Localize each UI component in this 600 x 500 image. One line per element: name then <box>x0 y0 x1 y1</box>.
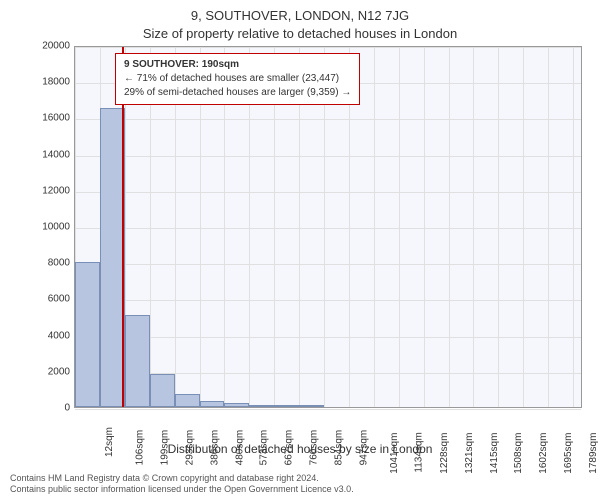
y-tick-label: 18000 <box>30 77 70 88</box>
y-tick-label: 20000 <box>30 41 70 52</box>
gridline-h <box>75 47 581 48</box>
gridline-v <box>424 47 425 407</box>
annotation-line1: 9 SOUTHOVER: 190sqm <box>124 58 351 72</box>
y-tick-label: 0 <box>30 403 70 414</box>
gridline-v <box>374 47 375 407</box>
gridline-h <box>75 300 581 301</box>
gridline-v <box>449 47 450 407</box>
gridline-v <box>523 47 524 407</box>
y-tick-label: 14000 <box>30 149 70 160</box>
gridline-h <box>75 409 581 410</box>
x-tick-label: 760sqm <box>309 430 320 466</box>
gridline-h <box>75 228 581 229</box>
x-tick-label: 1602sqm <box>538 433 549 474</box>
annotation-line3: 29% of semi-detached houses are larger (… <box>124 86 351 100</box>
y-tick-label: 2000 <box>30 366 70 377</box>
footer: Contains HM Land Registry data © Crown c… <box>10 473 590 496</box>
y-tick-label: 16000 <box>30 113 70 124</box>
x-tick-label: 199sqm <box>159 430 170 466</box>
chart-title-line1: 9, SOUTHOVER, LONDON, N12 7JG <box>0 8 600 23</box>
annotation-line2: ← 71% of detached houses are smaller (23… <box>124 72 351 86</box>
x-tick-label: 106sqm <box>135 430 146 466</box>
x-tick-label: 293sqm <box>184 430 195 466</box>
x-tick-label: 573sqm <box>259 430 270 466</box>
footer-line2: Contains public sector information licen… <box>10 484 590 496</box>
gridline-h <box>75 192 581 193</box>
histogram-bar <box>125 315 150 407</box>
gridline-v <box>498 47 499 407</box>
x-tick-label: 1508sqm <box>513 433 524 474</box>
histogram-bar <box>200 401 225 407</box>
x-tick-label: 1415sqm <box>489 433 500 474</box>
histogram-bar <box>150 374 175 407</box>
plot-area: 9 SOUTHOVER: 190sqm ← 71% of detached ho… <box>74 46 582 408</box>
gridline-h <box>75 156 581 157</box>
histogram-bar <box>274 405 299 407</box>
gridline-h <box>75 264 581 265</box>
y-tick-label: 12000 <box>30 185 70 196</box>
x-axis-label: Distribution of detached houses by size … <box>0 442 600 456</box>
x-tick-label: 12sqm <box>104 427 115 457</box>
x-tick-label: 947sqm <box>359 430 370 466</box>
gridline-v <box>473 47 474 407</box>
histogram-bar <box>175 394 200 407</box>
x-tick-label: 1695sqm <box>563 433 574 474</box>
annotation-box: 9 SOUTHOVER: 190sqm ← 71% of detached ho… <box>115 53 360 105</box>
x-tick-label: 386sqm <box>209 430 220 466</box>
y-tick-label: 4000 <box>30 330 70 341</box>
gridline-h <box>75 337 581 338</box>
y-tick-label: 10000 <box>30 222 70 233</box>
footer-line1: Contains HM Land Registry data © Crown c… <box>10 473 590 485</box>
x-tick-label: 854sqm <box>334 430 345 466</box>
y-tick-label: 8000 <box>30 258 70 269</box>
y-tick-label: 6000 <box>30 294 70 305</box>
x-tick-label: 1134sqm <box>413 432 424 472</box>
chart-container: 9, SOUTHOVER, LONDON, N12 7JG Size of pr… <box>0 0 600 500</box>
x-tick-label: 1321sqm <box>464 433 475 474</box>
gridline-v <box>399 47 400 407</box>
chart-title-line2: Size of property relative to detached ho… <box>0 26 600 41</box>
gridline-v <box>548 47 549 407</box>
gridline-h <box>75 119 581 120</box>
x-tick-label: 1041sqm <box>389 433 400 474</box>
histogram-bar <box>224 403 249 407</box>
histogram-bar <box>100 108 125 407</box>
x-tick-label: 1228sqm <box>439 433 450 474</box>
x-tick-label: 1789sqm <box>588 433 599 474</box>
x-tick-label: 480sqm <box>234 430 245 466</box>
gridline-v <box>573 47 574 407</box>
x-tick-label: 667sqm <box>284 430 295 466</box>
histogram-bar <box>75 262 100 407</box>
histogram-bar <box>249 405 274 407</box>
histogram-bar <box>299 405 324 407</box>
